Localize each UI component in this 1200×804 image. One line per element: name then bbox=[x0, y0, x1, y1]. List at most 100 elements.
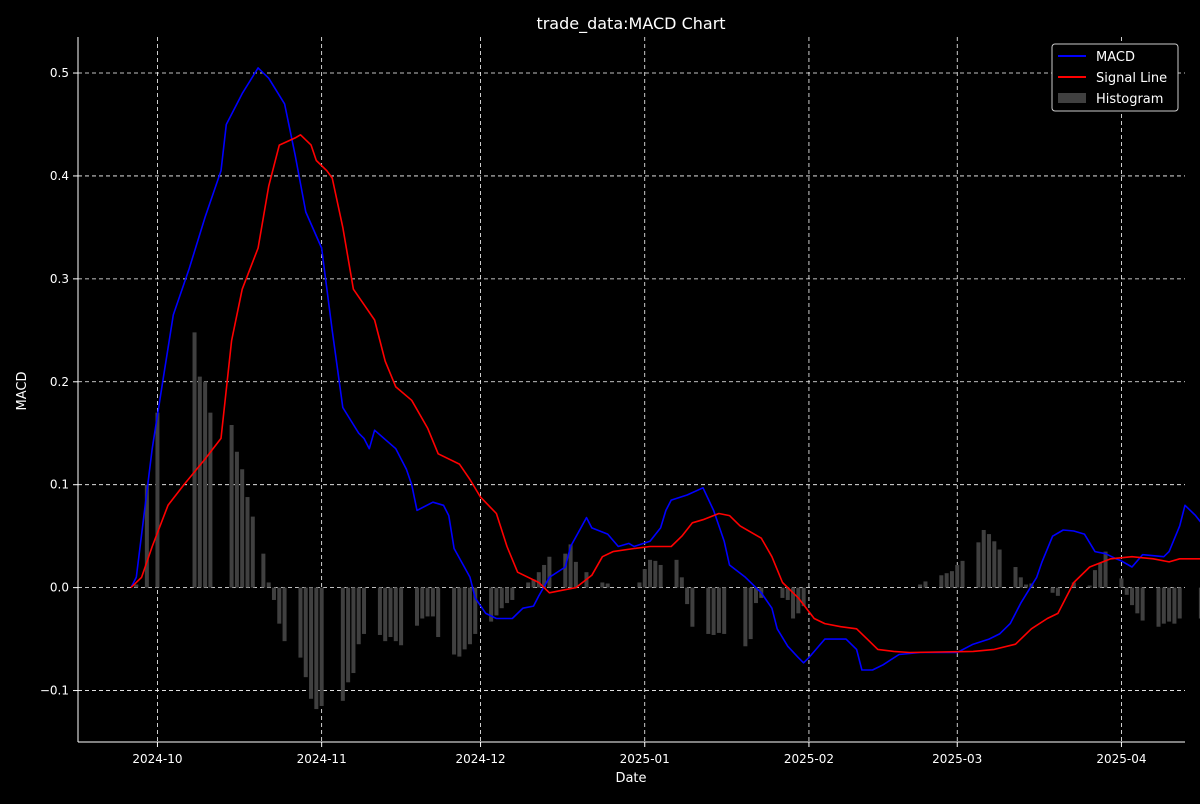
histogram-bar bbox=[197, 376, 202, 588]
histogram-bar bbox=[780, 587, 785, 598]
histogram-bar bbox=[1119, 578, 1124, 588]
histogram-bar bbox=[648, 559, 653, 588]
histogram-bar bbox=[753, 587, 758, 604]
histogram-bar bbox=[399, 587, 404, 646]
x-tick-label: 2025-01 bbox=[620, 752, 670, 766]
histogram-bar bbox=[653, 560, 658, 588]
x-tick-label: 2024-12 bbox=[455, 752, 505, 766]
histogram-bar bbox=[261, 553, 266, 588]
histogram-bar bbox=[536, 572, 541, 588]
histogram-bar bbox=[568, 544, 573, 588]
histogram-bar bbox=[240, 469, 245, 588]
histogram-bar bbox=[430, 587, 435, 617]
x-axis-label: Date bbox=[615, 771, 646, 786]
histogram-bar bbox=[791, 587, 796, 619]
histogram-bar bbox=[473, 587, 478, 634]
legend-label: Signal Line bbox=[1096, 71, 1167, 86]
y-tick-label: 0.4 bbox=[50, 169, 69, 183]
histogram-bar bbox=[960, 560, 965, 588]
axes bbox=[73, 37, 1185, 747]
histogram-bar bbox=[605, 583, 610, 588]
x-tick-label: 2024-11 bbox=[297, 752, 347, 766]
y-axis-label: MACD bbox=[15, 372, 30, 411]
histogram-bars bbox=[134, 332, 1200, 710]
histogram-bar bbox=[494, 587, 499, 616]
histogram-bar bbox=[208, 412, 213, 588]
macd-line bbox=[130, 67, 1200, 671]
histogram-bar bbox=[987, 534, 992, 588]
histogram-bar bbox=[997, 549, 1002, 588]
histogram-bar bbox=[250, 516, 255, 588]
histogram-bar bbox=[303, 587, 308, 678]
histogram-bar bbox=[489, 587, 494, 622]
y-tick-label: 0.0 bbox=[50, 581, 69, 595]
histogram-bar bbox=[801, 587, 806, 607]
y-tick-label: 0.2 bbox=[50, 375, 69, 389]
histogram-bar bbox=[679, 577, 684, 588]
histogram-bar bbox=[234, 451, 239, 588]
histogram-bar bbox=[499, 587, 504, 609]
histogram-bar bbox=[949, 571, 954, 588]
histogram-bar bbox=[531, 579, 536, 588]
x-tick-label: 2025-04 bbox=[1096, 752, 1146, 766]
histogram-bar bbox=[383, 587, 388, 642]
histogram-bar bbox=[981, 529, 986, 588]
legend-label: Histogram bbox=[1096, 92, 1163, 107]
histogram-bar bbox=[918, 584, 923, 588]
histogram-bar bbox=[637, 582, 642, 588]
histogram-bar bbox=[1024, 584, 1029, 588]
histogram-bar bbox=[1172, 587, 1177, 624]
histogram-bar bbox=[425, 587, 430, 617]
histogram-bar bbox=[944, 573, 949, 588]
histogram-bar bbox=[743, 587, 748, 647]
histogram-bar bbox=[420, 587, 425, 619]
x-tick-label: 2024-10 bbox=[132, 752, 182, 766]
histogram-bar bbox=[309, 587, 314, 699]
histogram-bar bbox=[1087, 585, 1092, 588]
histogram-bar bbox=[436, 587, 441, 638]
chart-title: trade_data:MACD Chart bbox=[536, 14, 725, 34]
histogram-bar bbox=[319, 587, 324, 706]
histogram-bar bbox=[1103, 551, 1108, 588]
histogram-bar bbox=[377, 587, 382, 635]
histogram-bar bbox=[505, 587, 510, 604]
histogram-bar bbox=[1130, 587, 1135, 606]
histogram-bar bbox=[510, 587, 515, 600]
histogram-bar bbox=[658, 564, 663, 588]
histogram-bar bbox=[346, 587, 351, 683]
histogram-bar bbox=[277, 587, 282, 624]
y-tick-label: −0.1 bbox=[40, 684, 69, 698]
histogram-bar bbox=[282, 587, 287, 642]
histogram-bar bbox=[1156, 587, 1161, 627]
y-tick-label: 0.5 bbox=[50, 66, 69, 80]
histogram-bar bbox=[467, 587, 472, 645]
histogram-bar bbox=[1140, 587, 1145, 621]
histogram-bar bbox=[573, 561, 578, 588]
histogram-bar bbox=[271, 587, 276, 600]
histogram-bar bbox=[785, 587, 790, 600]
histogram-bar bbox=[452, 587, 457, 655]
histogram-bar bbox=[1092, 570, 1097, 588]
histogram-bar bbox=[1161, 587, 1166, 624]
histogram-bar bbox=[685, 587, 690, 605]
y-tick-label: 0.1 bbox=[50, 478, 69, 492]
histogram-bar bbox=[1167, 587, 1172, 622]
histogram-bar bbox=[923, 581, 928, 588]
histogram-bar bbox=[722, 587, 727, 634]
histogram-bar bbox=[674, 559, 679, 588]
histogram-bar bbox=[526, 582, 531, 588]
legend: MACD Signal Line Histogram bbox=[1051, 43, 1179, 112]
histogram-bar bbox=[1098, 562, 1103, 588]
histogram-bar bbox=[992, 541, 997, 588]
signal-line bbox=[130, 134, 1200, 654]
histogram-bar bbox=[1071, 582, 1076, 588]
histogram-bar bbox=[796, 587, 801, 614]
legend-label: MACD bbox=[1096, 50, 1135, 65]
legend-swatch-histogram bbox=[1058, 93, 1086, 103]
histogram-bar bbox=[1124, 587, 1129, 595]
tick-labels: 2024-10 2024-11 2024-12 2025-01 2025-02 2025-… bbox=[40, 66, 1147, 766]
histogram-bar bbox=[245, 497, 250, 588]
histogram-bar bbox=[192, 332, 197, 588]
x-tick-label: 2025-02 bbox=[784, 752, 834, 766]
